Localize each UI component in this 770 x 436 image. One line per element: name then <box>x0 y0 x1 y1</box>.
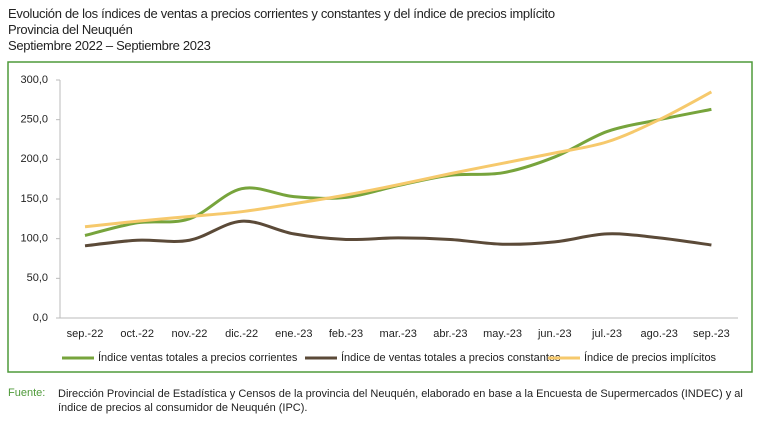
y-tick-label: 0,0 <box>33 312 48 324</box>
legend-label: Índice ventas totales a precios corrient… <box>98 351 298 364</box>
chart-period: Septiembre 2022 – Septiembre 2023 <box>8 38 211 53</box>
x-tick-label: abr.-23 <box>433 328 467 340</box>
y-tick-label: 50,0 <box>27 272 48 284</box>
x-tick-label: dic.-22 <box>225 328 258 340</box>
x-tick-label: nov.-22 <box>171 328 207 340</box>
y-tick-label: 250,0 <box>20 114 48 126</box>
chart: 0,0 50,0 100,0 150,0 200,0 250,0 300,0 sep.-22 o… <box>7 61 753 373</box>
frame <box>7 61 753 373</box>
y-tick-label: 200,0 <box>20 153 48 165</box>
legend-label: Índice de precios implícitos <box>584 351 717 364</box>
x-tick-label: ene.-23 <box>275 328 312 340</box>
legend-label: Índice de ventas totales a precios const… <box>341 351 561 364</box>
chart-title: Evolución de los índices de ventas a pre… <box>8 6 555 21</box>
x-tick-label: jul.-23 <box>591 328 622 340</box>
x-tick-label: oct.-22 <box>120 328 154 340</box>
x-tick-label: may.-23 <box>483 328 522 340</box>
x-tick-label: mar.-23 <box>380 328 417 340</box>
x-tick-label: ago.-23 <box>641 328 678 340</box>
x-tick-label: sep.-22 <box>67 328 104 340</box>
x-tick-label: jun.-23 <box>537 328 572 340</box>
x-tick-label: feb.-23 <box>329 328 363 340</box>
source-label: Fuente: <box>8 387 46 399</box>
series-line <box>84 219 712 248</box>
series-line <box>84 90 713 229</box>
x-tick-label: sep.-23 <box>693 328 730 340</box>
y-tick-label: 100,0 <box>20 233 48 245</box>
y-tick-label: 150,0 <box>20 193 48 205</box>
source: Dirección Provincial de Estadística y Ce… <box>58 388 743 414</box>
y-tick-label: 300,0 <box>20 74 48 86</box>
chart-subtitle: Provincia del Neuquén <box>8 22 133 37</box>
